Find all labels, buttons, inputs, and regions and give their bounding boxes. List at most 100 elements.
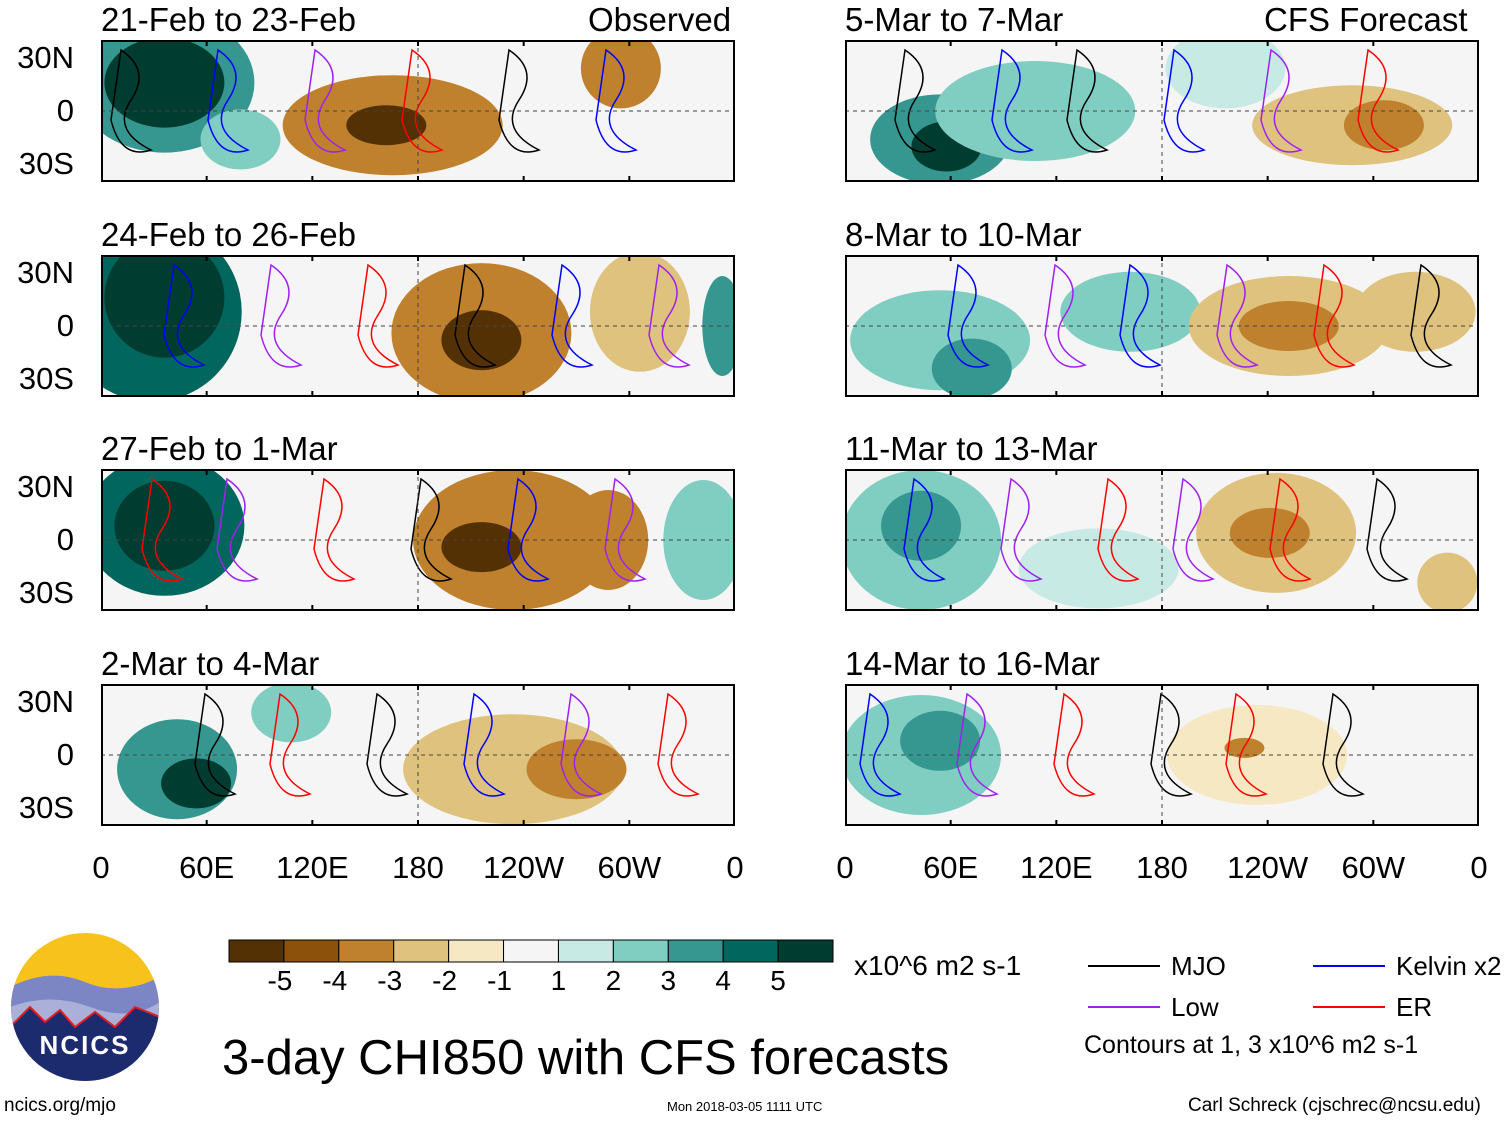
wave-contour: [1313, 263, 1356, 368]
wave-contour: [1322, 692, 1365, 797]
map-panel: [101, 469, 735, 611]
map-panel: [101, 40, 735, 182]
wave-contour: [163, 263, 206, 368]
x-tick-label: 60E: [179, 850, 235, 885]
timestamp: Mon 2018-03-05 1111 UTC: [667, 1099, 823, 1114]
y-tick-label: 0: [56, 93, 74, 128]
colorbar-swatch: [667, 939, 724, 963]
anomaly-region: [900, 710, 981, 771]
colorbar-swatch: [393, 939, 450, 963]
panel-title: 21-Feb to 23-Feb: [101, 1, 356, 38]
x-tick-label: 120E: [1020, 850, 1093, 885]
panel-title: 14-Mar to 16-Mar: [845, 645, 1100, 682]
wave-contour: [1044, 263, 1087, 368]
anomaly-region: [881, 490, 962, 561]
colorbar-swatch: [448, 939, 505, 963]
author: Carl Schreck (cjschrec@ncsu.edu): [1188, 1095, 1481, 1116]
wave-contour: [1260, 48, 1303, 153]
wave-contour: [1357, 48, 1400, 153]
wave-contour: [269, 692, 312, 797]
colorbar-swatch: [283, 939, 340, 963]
y-tick-label: 30S: [18, 361, 74, 396]
x-tick-label: 0: [92, 850, 110, 885]
wave-contour: [313, 477, 356, 582]
wave-contour: [357, 263, 400, 368]
anomaly-region: [1165, 40, 1286, 109]
anomaly-region: [161, 758, 232, 809]
wave-contour: [194, 692, 237, 797]
wave-contour: [947, 263, 990, 368]
y-tick-label: 30N: [17, 255, 74, 290]
anomaly-region: [1417, 552, 1478, 611]
panel-title: 11-Mar to 13-Mar: [845, 430, 1098, 467]
legend-line: [1088, 965, 1160, 967]
colorbar: [228, 939, 834, 963]
wave-contour: [991, 48, 1034, 153]
anomaly-region: [1355, 271, 1476, 352]
colorbar-swatch: [338, 939, 395, 963]
site-url[interactable]: ncics.org/mjo: [4, 1095, 116, 1116]
map-panel: [101, 684, 735, 826]
wave-contour: [1269, 477, 1312, 582]
colorbar-label: -2: [432, 965, 458, 996]
wave-contour: [216, 477, 259, 582]
map-panel: [845, 40, 1479, 182]
anomaly-region: [1048, 696, 1149, 757]
anomaly-region: [589, 255, 690, 372]
panel-title: 2-Mar to 4-Mar: [101, 645, 320, 682]
panel-title: 24-Feb to 26-Feb: [101, 216, 356, 253]
anomaly-region: [200, 109, 281, 170]
svg-text:NCICS: NCICS: [40, 1030, 131, 1060]
wave-contour: [304, 48, 347, 153]
wave-contour: [366, 692, 409, 797]
y-tick-label: 30N: [17, 684, 74, 719]
wave-contour: [498, 48, 541, 153]
wave-contour: [1053, 692, 1096, 797]
anomaly-region: [346, 105, 427, 146]
forecast-header: CFS Forecast: [1264, 1, 1468, 38]
wave-contour: [260, 263, 303, 368]
wave-contour: [657, 692, 700, 797]
colorbar-label: 5: [770, 965, 786, 996]
legend-line: [1088, 1006, 1160, 1008]
wave-contour: [894, 48, 937, 153]
wave-contour: [1172, 477, 1215, 582]
wave-contour: [1000, 477, 1043, 582]
wave-contour: [1066, 48, 1109, 153]
wave-contour: [859, 692, 902, 797]
colorbar-swatch: [503, 939, 559, 963]
x-tick-label: 180: [1136, 850, 1188, 885]
wave-contour: [1410, 263, 1453, 368]
legend-label: Kelvin x2: [1396, 951, 1502, 981]
anomaly-region: [1018, 528, 1179, 609]
anomaly-region: [580, 40, 661, 109]
colorbar-label: 1: [550, 965, 567, 996]
legend-label: MJO: [1171, 951, 1226, 981]
anomaly-region: [931, 338, 1012, 397]
colorbar-swatch: [777, 939, 834, 963]
wave-contour: [410, 477, 453, 582]
x-tick-label: 60E: [923, 850, 979, 885]
anomaly-region: [935, 61, 1136, 161]
colorbar-swatch: [557, 939, 614, 963]
colorbar-label: 2: [605, 965, 622, 996]
wave-contour: [1216, 263, 1259, 368]
y-tick-label: 30N: [17, 469, 74, 504]
anomaly-region: [251, 684, 332, 743]
x-tick-label: 60W: [597, 850, 662, 885]
legend-line: [1313, 1006, 1385, 1008]
x-tick-label: 0: [1470, 850, 1488, 885]
anomaly-region: [441, 522, 522, 573]
wave-contour: [207, 48, 250, 153]
map-panel: [101, 255, 735, 397]
x-tick-label: 180: [392, 850, 444, 885]
panel-title: 5-Mar to 7-Mar: [845, 1, 1064, 38]
panel-title: 8-Mar to 10-Mar: [845, 216, 1082, 253]
x-tick-label: 60W: [1341, 850, 1406, 885]
anomaly-region: [1343, 100, 1424, 151]
y-tick-label: 30S: [18, 146, 74, 181]
colorbar-label: -1: [487, 965, 512, 996]
y-tick-label: 30S: [18, 575, 74, 610]
anomaly-region: [663, 480, 735, 600]
panel-title: 27-Feb to 1-Mar: [101, 430, 338, 467]
